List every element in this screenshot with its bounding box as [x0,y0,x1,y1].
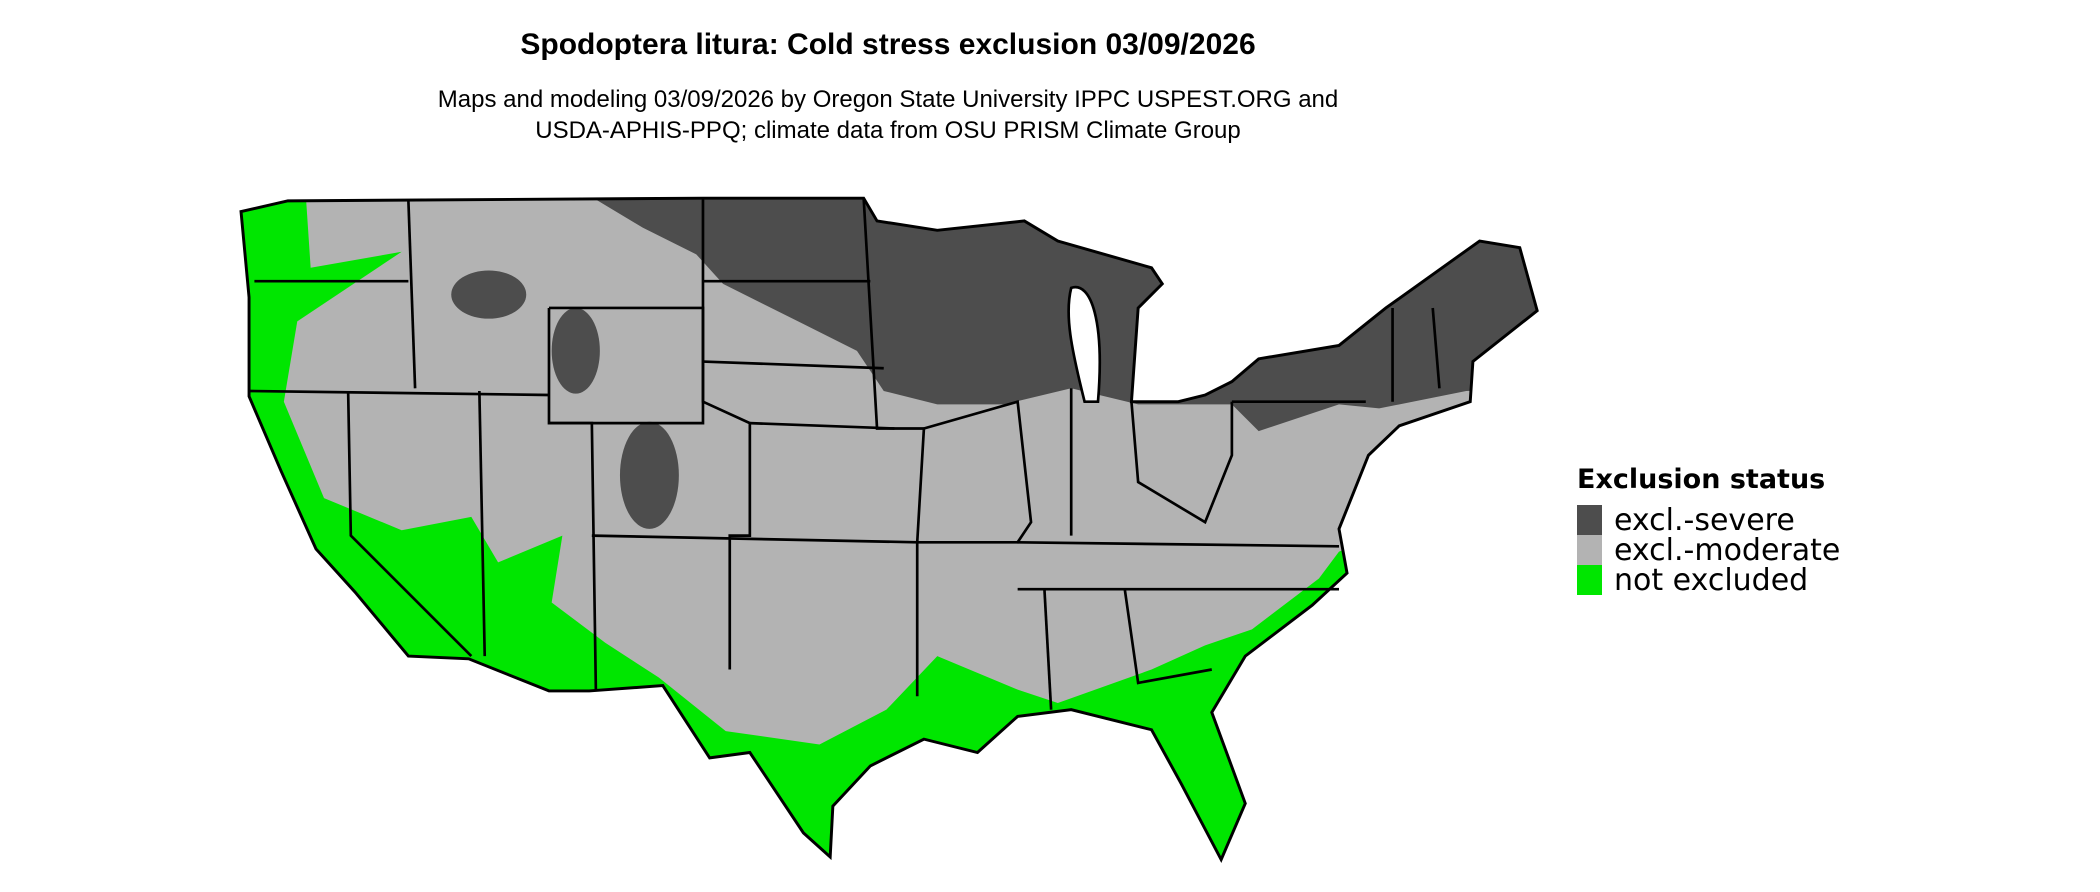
lake-michigan [1067,285,1102,404]
map-title: Spodoptera litura: Cold stress exclusion… [520,28,1256,61]
region-excl-severe-wyoming [551,307,600,394]
legend-swatch [1577,535,1602,565]
legend-item-moderate: excl.-moderate [1577,532,1841,568]
legend-item-not-excluded: not excluded [1577,562,1840,598]
legend-title: Exclusion status [1577,464,1826,495]
map-subtitle: Maps and modeling 03/09/2026 by Oregon S… [0,84,1776,146]
legend-label: not excluded [1614,562,1809,598]
legend-swatch [1577,565,1602,595]
us-outline [239,196,1539,864]
subtitle-line-2: USDA-APHIS-PPQ; climate data from OSU PR… [535,117,1241,144]
state-borders [249,198,1441,710]
legend-label: excl.-severe [1614,502,1795,538]
subtitle-line-1: Maps and modeling 03/09/2026 by Oregon S… [437,86,1339,113]
legend: Exclusion status excl.-severe excl.-mode… [1577,464,1841,598]
region-excl-severe-idaho [451,270,527,319]
legend-swatch [1577,505,1602,535]
region-excl-severe-colorado [619,421,679,529]
legend-label: excl.-moderate [1614,532,1841,568]
legend-item-severe: excl.-severe [1577,502,1840,538]
